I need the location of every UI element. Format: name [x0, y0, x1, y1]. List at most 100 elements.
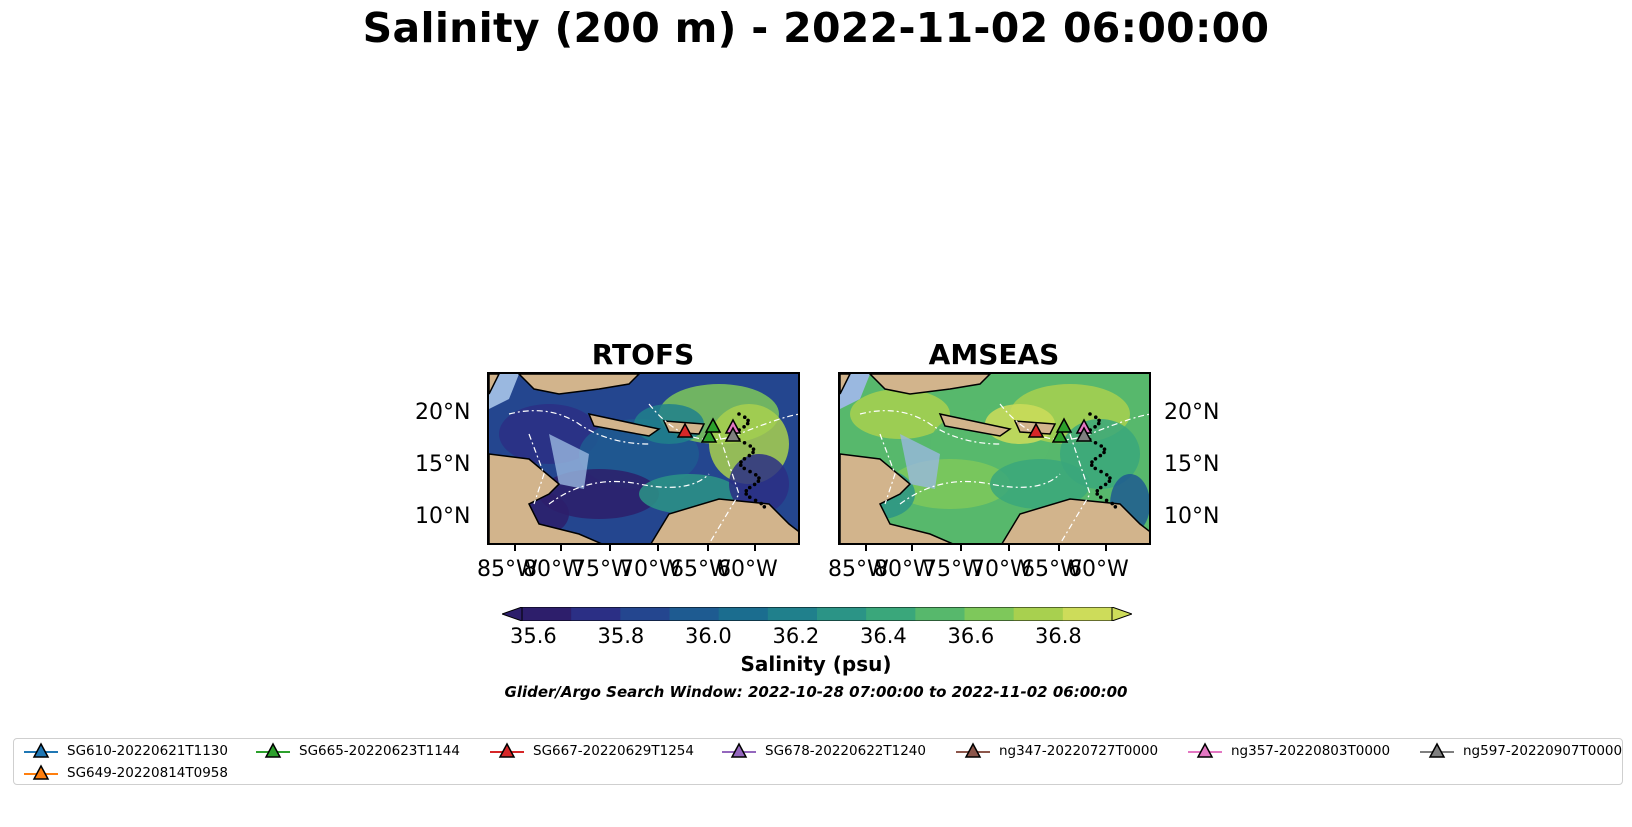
glider-marker	[700, 427, 718, 443]
shelf-area	[900, 434, 940, 489]
legend-label: ng357-20220803T0000	[1231, 743, 1391, 759]
panel-title-amseas: AMSEAS	[928, 338, 1060, 371]
colorbar-segment	[718, 607, 769, 621]
colorbar-title: Salinity (psu)	[740, 652, 892, 676]
lon-label-70w-rtofs: 70°W	[620, 557, 681, 582]
island-dot	[748, 469, 752, 474]
island-dot	[1090, 460, 1094, 464]
lon-label-75w-amseas: 75°W	[923, 557, 984, 582]
island-dot	[747, 485, 752, 490]
lon-tick	[960, 545, 962, 551]
lat-label-15n: 15°N	[415, 452, 471, 477]
island-dot	[751, 447, 756, 451]
island-dot	[742, 425, 746, 429]
island-dot	[747, 453, 752, 458]
boundary-line	[508, 410, 650, 445]
boundary-line	[1059, 433, 1091, 543]
island-dot	[738, 463, 743, 467]
island-dot	[759, 501, 764, 506]
glider-marker	[1051, 427, 1069, 443]
island-dot	[1096, 421, 1101, 426]
colorbar-segment	[669, 607, 720, 621]
colorbar-segment	[522, 607, 572, 621]
colorbar-tick-label: 36.4	[860, 624, 907, 648]
legend-label: SG665-20220623T1144	[299, 743, 460, 759]
lat-label-20n: 20°N	[415, 400, 471, 425]
land-mass	[840, 374, 851, 395]
legend-label: SG667-20220629T1254	[533, 743, 694, 759]
salinity-patch	[850, 389, 950, 439]
island-dot	[1113, 505, 1118, 509]
colorbar-segment	[817, 607, 867, 621]
shelf-area	[840, 374, 870, 409]
island-dot	[1102, 450, 1106, 455]
island-dot	[1093, 441, 1098, 445]
island-dot	[1110, 501, 1115, 506]
lon-tick	[1008, 545, 1010, 551]
island-dot	[1098, 495, 1103, 499]
island-dot	[753, 498, 758, 503]
island-dot	[1095, 492, 1099, 496]
lon-label-85w-amseas: 85°W	[828, 557, 889, 582]
colorbar-tick-label: 36.8	[1035, 624, 1082, 648]
island-dot	[1099, 444, 1104, 448]
colorbar-frame	[521, 607, 1113, 621]
glider-marker	[676, 422, 694, 438]
island-dot	[1088, 412, 1092, 416]
lon-tick	[514, 545, 516, 551]
island-dot	[1102, 447, 1107, 451]
island-dot	[753, 473, 758, 477]
lon-tick	[911, 545, 913, 551]
island-dot	[1107, 479, 1112, 483]
lon-tick	[707, 545, 709, 551]
colorbar-segment	[1013, 607, 1064, 621]
island-dot	[756, 479, 761, 483]
boundary-line	[899, 473, 1061, 505]
map-canvas	[489, 374, 798, 543]
colorbar-tick-label: 36.0	[685, 624, 732, 648]
panel-title-rtofs: RTOFS	[591, 338, 695, 371]
legend-marker-icon	[722, 742, 756, 758]
island-dot	[747, 495, 752, 499]
boundary-line	[859, 410, 1001, 445]
island-dot	[762, 505, 767, 509]
legend-label: SG678-20220622T1240	[765, 743, 926, 759]
legend-label: SG610-20220621T1130	[67, 743, 228, 759]
legend-marker-icon	[256, 742, 290, 758]
island-dot	[1089, 463, 1094, 467]
lon-tick	[560, 545, 562, 551]
land-mass	[868, 374, 992, 395]
legend: SG610-20220621T1130 SG665-20220623T1144 SG…	[13, 738, 1623, 785]
glider-marker	[1055, 417, 1073, 433]
island-dot	[748, 444, 753, 448]
colorbar-max-arrow	[1111, 607, 1132, 621]
colorbar-tick-label: 35.8	[597, 624, 645, 648]
boundary-line	[528, 433, 545, 505]
lon-label-75w-rtofs: 75°W	[572, 557, 633, 582]
glider-marker	[704, 417, 722, 433]
colorbar-segment	[620, 607, 670, 621]
land-mass	[840, 453, 953, 543]
lon-tick	[1105, 545, 1107, 551]
legend-marker-icon	[956, 742, 990, 758]
land-mass	[517, 374, 641, 395]
island-dot	[739, 460, 743, 464]
island-dot	[742, 466, 747, 471]
glider-marker	[724, 426, 742, 442]
island-dot	[744, 489, 749, 493]
legend-label: SG649-20220814T0958	[67, 765, 228, 781]
island-dot	[1104, 473, 1109, 477]
island-dot	[1095, 489, 1100, 493]
colorbar-segment	[571, 607, 621, 621]
colorbar-segment	[1062, 607, 1113, 621]
legend-label: ng347-20220727T0000	[999, 743, 1159, 759]
island-dot	[1104, 498, 1109, 503]
land-mass	[489, 374, 500, 395]
colorbar-segment	[964, 607, 1015, 621]
island-dot	[737, 412, 741, 416]
salinity-patch	[990, 459, 1090, 509]
island-dot	[742, 415, 747, 419]
lat-label-15n-right: 15°N	[1164, 452, 1220, 477]
legend-marker-icon	[490, 742, 524, 758]
boundary-line	[648, 403, 798, 441]
